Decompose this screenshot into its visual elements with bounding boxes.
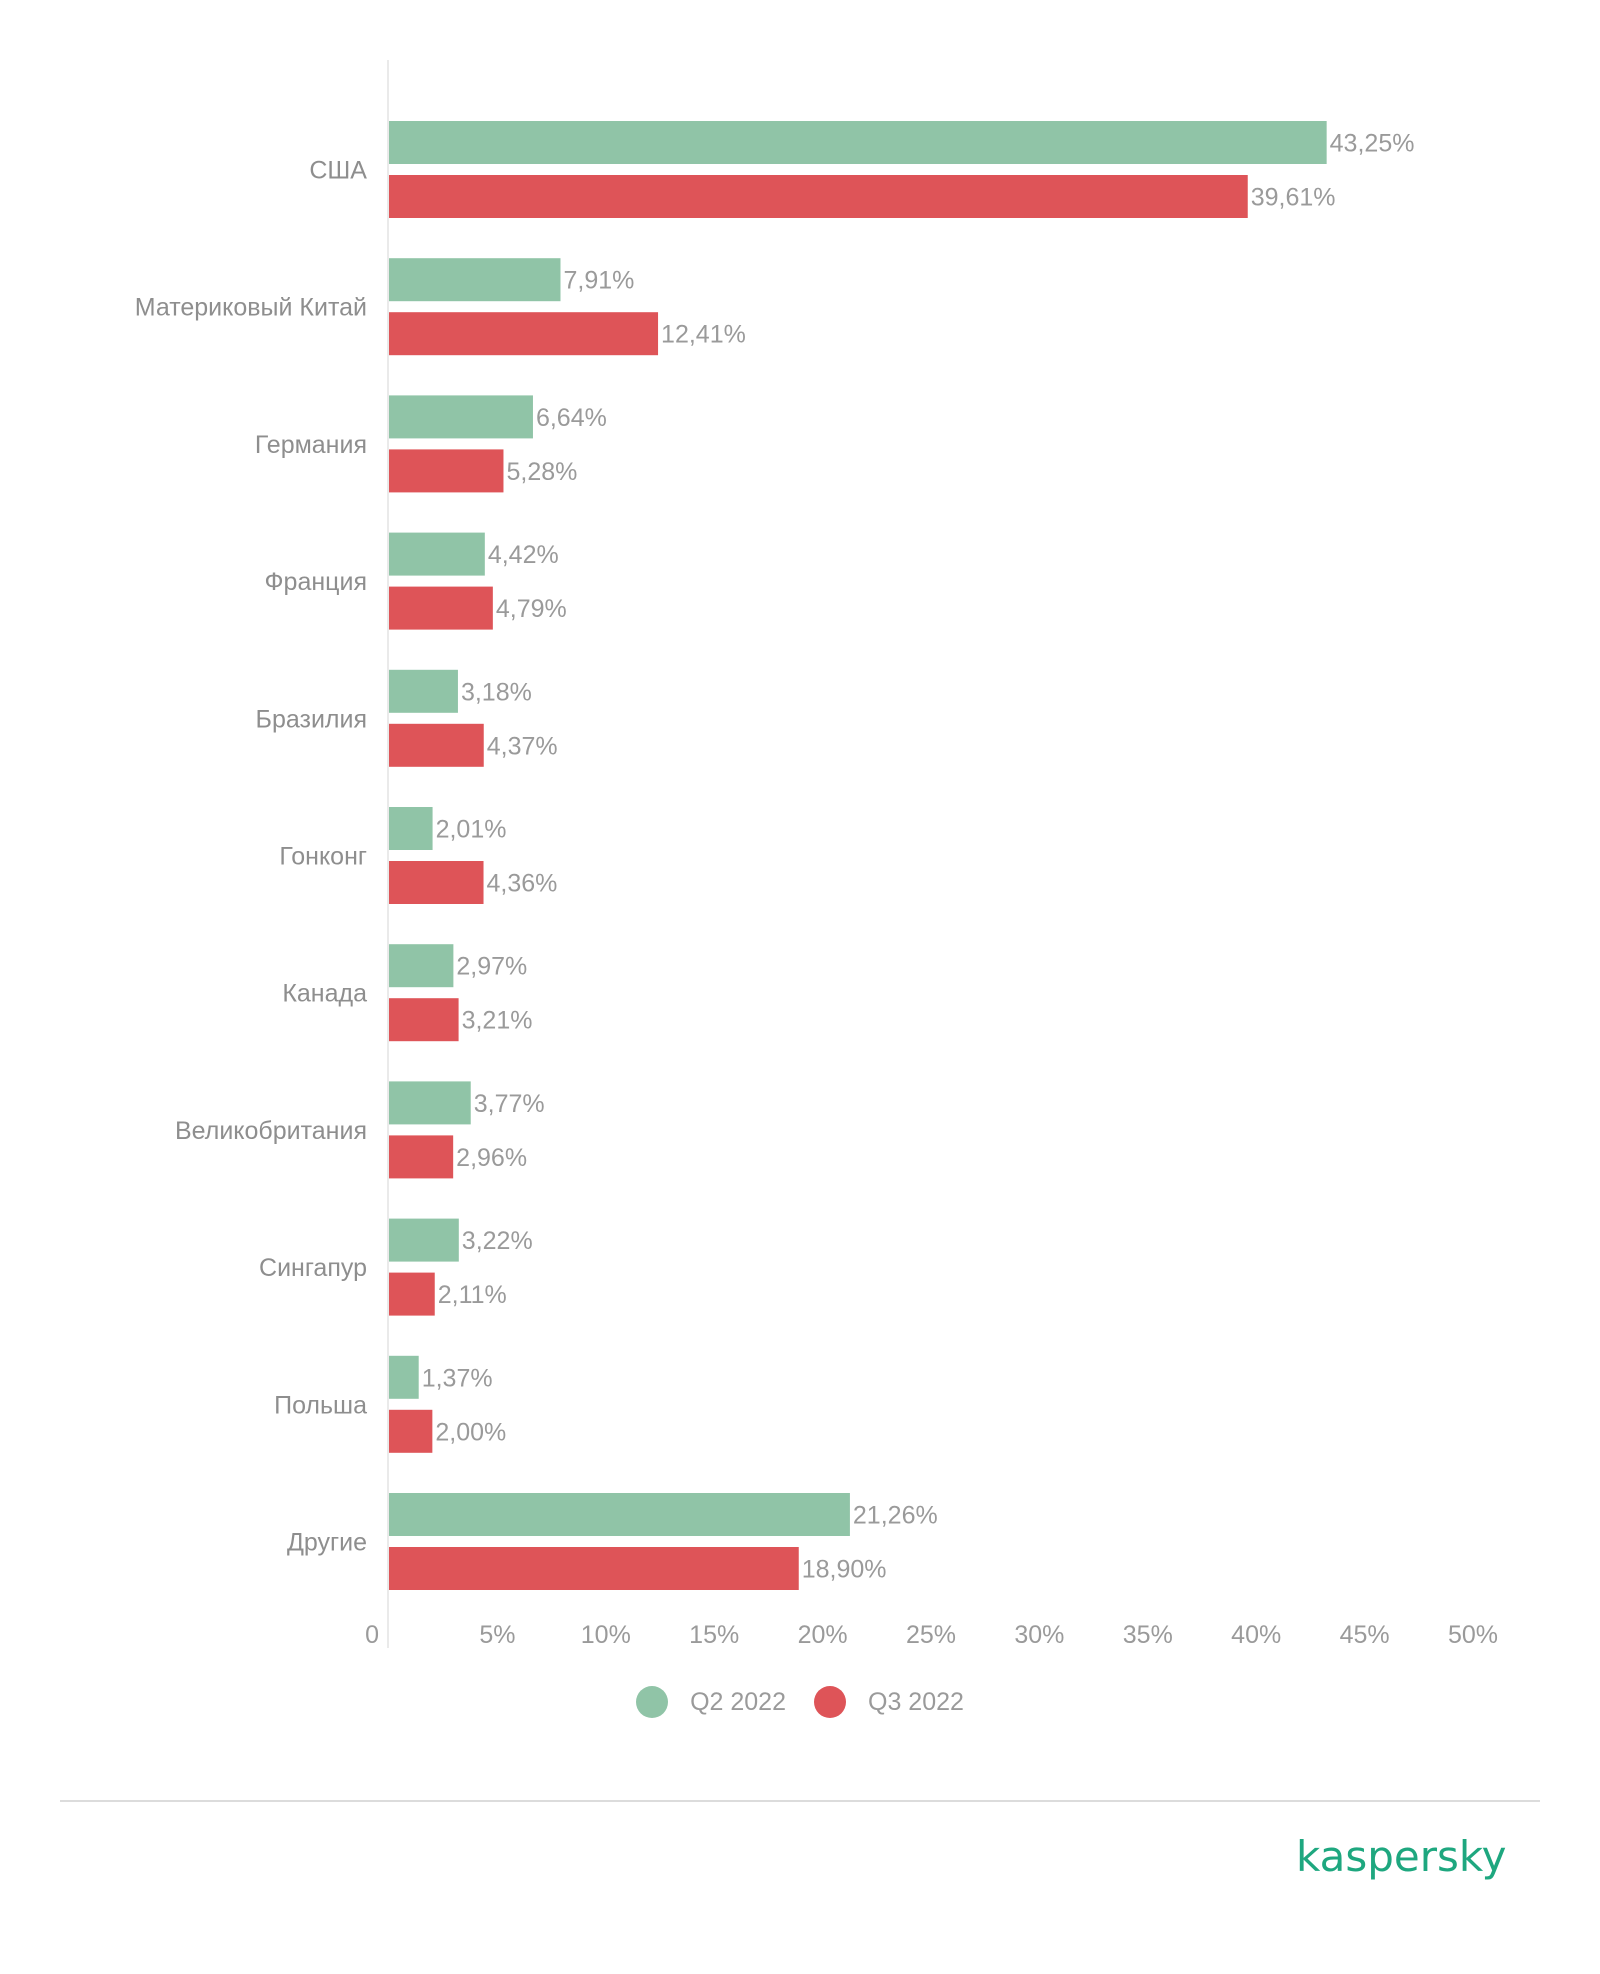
data-label: 18,90%: [802, 1556, 887, 1584]
data-label: 4,42%: [488, 541, 559, 569]
data-label: 7,91%: [563, 267, 634, 295]
bar-q2: [389, 258, 561, 302]
bar-q2: [389, 944, 454, 988]
category-label: Гонконг: [279, 843, 367, 871]
data-label: 4,79%: [496, 595, 567, 623]
x-tick-label: 35%: [1123, 1621, 1173, 1649]
category-label: Сингапур: [259, 1254, 367, 1282]
bar-q2: [389, 121, 1327, 164]
bar-q2: [389, 532, 485, 576]
category-label: Германия: [255, 431, 367, 459]
data-label: 4,37%: [487, 732, 558, 760]
category-label: Польша: [274, 1391, 367, 1419]
bar-q2: [389, 1355, 419, 1399]
data-label: 39,61%: [1251, 184, 1336, 212]
kaspersky-logo: kaspersky: [1296, 1832, 1507, 1881]
legend-item-q2: Q2 2022: [636, 1686, 786, 1718]
category-label: Другие: [287, 1529, 367, 1557]
data-label: 2,97%: [456, 953, 527, 981]
data-label: 3,18%: [461, 678, 532, 706]
data-label: 21,26%: [853, 1502, 938, 1530]
x-tick-label: 30%: [1014, 1621, 1064, 1649]
bar-q3: [389, 312, 659, 356]
legend-swatch-q3: [814, 1686, 846, 1718]
data-label: 12,41%: [661, 321, 746, 349]
bar-q3: [389, 586, 493, 630]
bar-q3: [389, 449, 504, 493]
category-label: США: [309, 157, 367, 185]
bar-q3: [389, 1409, 433, 1453]
category-label: Великобритания: [175, 1117, 367, 1145]
x-tick-label: 5%: [479, 1621, 515, 1649]
data-label: 3,21%: [462, 1007, 533, 1035]
x-tick-label: 25%: [906, 1621, 956, 1649]
category-label: Франция: [265, 568, 367, 596]
legend-label-q3: Q3 2022: [868, 1687, 964, 1716]
category-label: Канада: [282, 980, 367, 1008]
data-label: 2,96%: [456, 1144, 527, 1172]
legend-item-q3: Q3 2022: [814, 1686, 964, 1718]
data-label: 2,01%: [436, 816, 507, 844]
x-tick-label: 0: [365, 1621, 379, 1649]
data-label: 2,00%: [435, 1418, 506, 1446]
x-tick-label: 15%: [689, 1621, 739, 1649]
data-label: 43,25%: [1330, 130, 1415, 158]
bar-q2: [389, 807, 433, 850]
legend-swatch-q2: [636, 1686, 669, 1718]
x-tick-label: 40%: [1231, 1621, 1281, 1649]
footer-divider: [60, 1800, 1540, 1802]
data-label: 2,11%: [438, 1281, 507, 1309]
bar-q3: [389, 998, 459, 1042]
bar-q3: [389, 1272, 435, 1316]
legend-label-q2: Q2 2022: [690, 1687, 786, 1716]
category-label: Бразилия: [256, 705, 367, 733]
bar-q2: [389, 669, 458, 713]
x-tick-label: 45%: [1340, 1621, 1390, 1649]
bar-q2: [389, 1081, 471, 1125]
x-tick-label: 50%: [1448, 1621, 1498, 1649]
x-tick-label: 20%: [798, 1621, 848, 1649]
data-label: 5,28%: [506, 458, 577, 486]
data-label: 6,64%: [536, 404, 607, 432]
bar-q2: [389, 395, 533, 439]
x-tick-label: 10%: [581, 1621, 631, 1649]
chart: США 43,25% 39,61% Материковый Китай 7,91% 12,…: [135, 60, 1498, 1649]
legend: Q2 2022 Q3 2022: [0, 1686, 1600, 1718]
bar-q2: [389, 1493, 850, 1536]
category-label: Материковый Китай: [135, 294, 367, 322]
data-label: 3,77%: [474, 1090, 545, 1118]
bar-q3: [389, 1135, 454, 1179]
bar-q3: [389, 861, 484, 904]
data-label: 4,36%: [487, 870, 558, 898]
data-label: 1,37%: [422, 1364, 493, 1392]
data-label: 3,22%: [462, 1227, 533, 1255]
bar-q2: [389, 1218, 459, 1262]
bar-q3: [389, 175, 1248, 218]
bar-q3: [389, 1547, 799, 1590]
bar-q3: [389, 723, 484, 767]
